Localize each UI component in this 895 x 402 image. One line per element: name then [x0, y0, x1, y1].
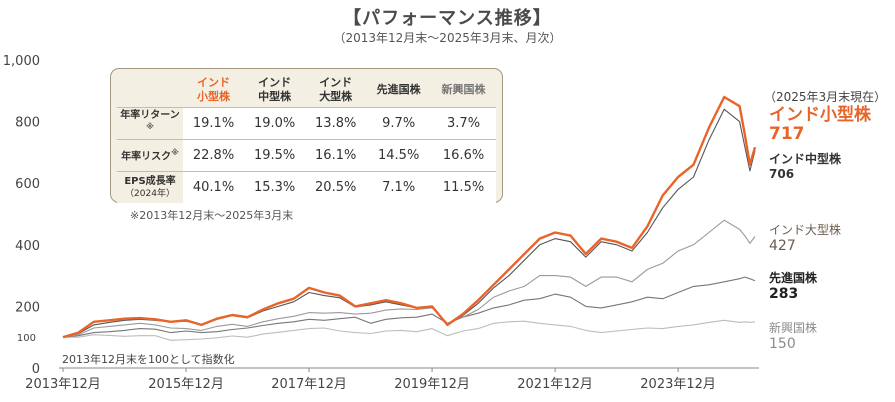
end-label-india-small: インド小型株 717 — [769, 106, 871, 144]
x-tick-label: 2017年12月 — [271, 377, 347, 392]
x-tick-label: 2023年12月 — [640, 377, 716, 392]
chart-title: 【パフォーマンス推移】 — [343, 8, 552, 29]
stats-header-developed: 先進国株 — [376, 82, 421, 96]
as-of-label: （2025年3月末現在） — [764, 90, 887, 104]
x-tick-label: 2013年12月 — [25, 377, 101, 392]
stats-cell: 19.0% — [244, 107, 306, 140]
stats-header-india-large: インド 大型株 — [319, 76, 353, 103]
stats-row-return: 年率リターン※ 19.1% 19.0% 13.8% 9.7% 3.7% — [117, 107, 496, 140]
y-tick-label: 1,000 — [3, 54, 40, 69]
x-tick-label: 2015年12月 — [148, 377, 224, 392]
end-label-developed: 先進国株 283 — [769, 270, 817, 302]
stats-cell: 16.6% — [431, 139, 496, 172]
stats-table-panel: インド 小型株 インド 中型株 インド 大型株 先進国株 新興国株 年率リターン… — [110, 68, 503, 203]
row-label-eps: EPS成長率 （2024年） — [117, 171, 183, 203]
stats-cell: 7.1% — [366, 171, 432, 203]
y-tick-label: 100 — [17, 333, 36, 344]
stats-cell: 20.5% — [305, 171, 367, 203]
stats-row-risk: 年率リスク※ 22.8% 19.5% 16.1% 14.5% 16.6% — [117, 139, 496, 172]
end-label-value: 150 — [769, 336, 796, 352]
series-line-2 — [62, 219, 756, 338]
end-label-name: インド小型株 — [769, 105, 871, 125]
stats-cell: 22.8% — [183, 139, 245, 172]
stats-cell: 9.7% — [366, 107, 432, 140]
series-line-0 — [62, 95, 757, 339]
stats-cell: 19.1% — [183, 107, 245, 140]
y-tick-label: 800 — [15, 116, 40, 131]
end-label-india-mid: インド中型株 706 — [769, 152, 841, 182]
row-label-risk: 年率リスク※ — [117, 139, 183, 172]
end-label-emerging: 新興国株 150 — [769, 320, 817, 352]
row-label-return: 年率リターン※ — [117, 107, 183, 140]
y-tick-label: 400 — [15, 239, 40, 254]
axis-layer: 0 200 400 600 800 1,000 100 2013年12月 2015年12月 201… — [3, 54, 759, 392]
end-label-value: 283 — [769, 286, 799, 302]
stats-cell: 19.5% — [244, 139, 306, 172]
end-label-india-large: インド大型株 427 — [769, 222, 841, 254]
stats-header-emerging: 新興国株 — [441, 82, 486, 96]
chart-subtitle: （2013年12月末～2025年3月末、月次） — [333, 31, 562, 45]
stats-header-india-small: インド 小型株 — [197, 76, 231, 103]
stats-header-india-mid: インド 中型株 — [258, 76, 292, 103]
x-tick-label: 2019年12月 — [394, 377, 470, 392]
stats-cell: 14.5% — [366, 139, 432, 172]
end-label-value: 706 — [769, 167, 795, 181]
series-line-3 — [62, 276, 756, 338]
stats-corner — [117, 72, 183, 108]
end-label-value: 427 — [769, 238, 796, 254]
y-tick-label: 200 — [15, 300, 40, 315]
stats-cell: 3.7% — [431, 107, 496, 140]
stats-table: インド 小型株 インド 中型株 インド 大型株 先進国株 新興国株 年率リターン… — [117, 72, 496, 203]
stats-cell: 13.8% — [305, 107, 367, 140]
stats-row-eps: EPS成長率 （2024年） 40.1% 15.3% 20.5% 7.1% 11.… — [117, 171, 496, 203]
stats-cell: 15.3% — [244, 171, 306, 203]
series-layer — [62, 95, 757, 341]
end-label-name: 新興国株 — [769, 321, 818, 335]
stats-cell: 16.1% — [305, 139, 367, 172]
period-note: ※2013年12月末～2025年3月末 — [130, 209, 294, 222]
y-tick-label: 0 — [32, 362, 40, 377]
stats-cell: 40.1% — [183, 171, 245, 203]
series-line-4 — [63, 319, 756, 341]
y-tick-label: 600 — [15, 177, 40, 192]
index-note: 2013年12月末を100として指数化 — [62, 353, 235, 366]
end-label-value: 717 — [769, 124, 805, 144]
end-label-name: 先進国株 — [769, 271, 818, 285]
end-label-name: インド大型株 — [769, 223, 842, 237]
stats-cell: 11.5% — [431, 171, 496, 203]
end-label-name: インド中型株 — [769, 152, 842, 166]
x-tick-label: 2021年12月 — [517, 377, 593, 392]
